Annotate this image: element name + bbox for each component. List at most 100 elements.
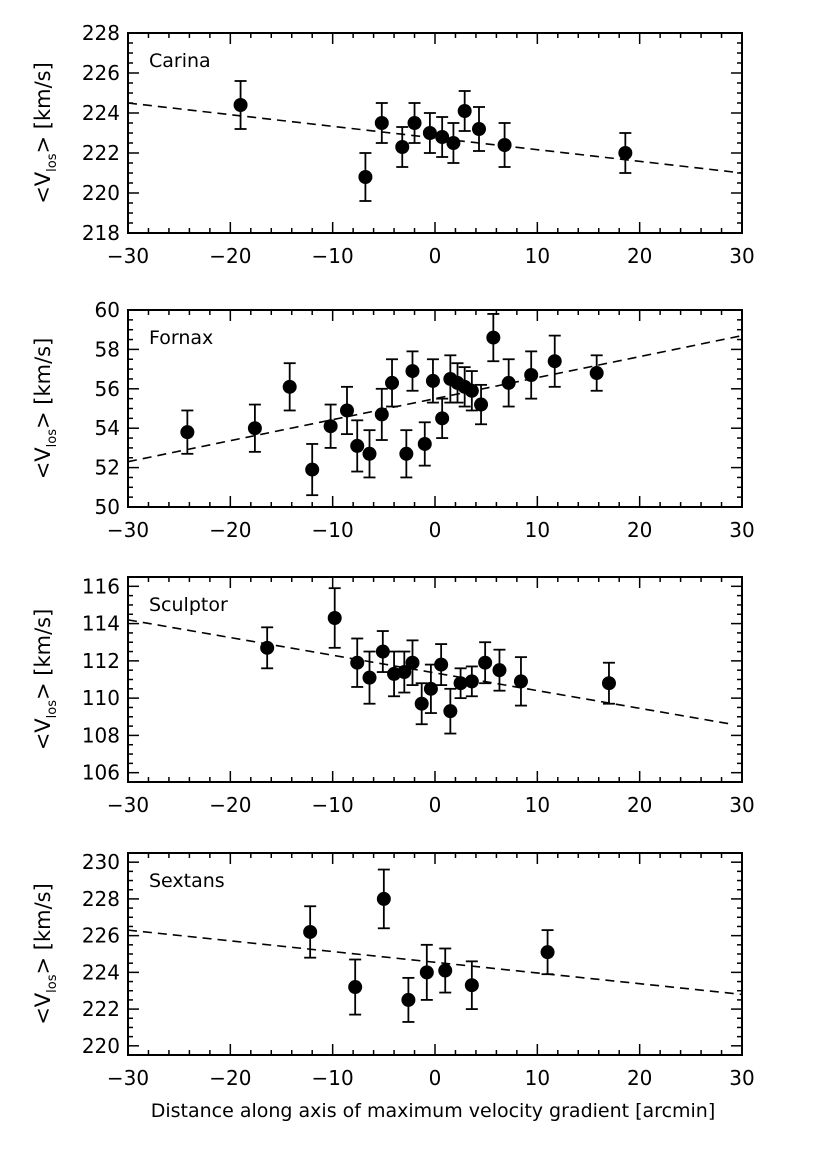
data-point — [547, 354, 562, 369]
data-point — [464, 978, 479, 993]
x-tick-label: 20 — [627, 1066, 652, 1090]
data-point — [434, 657, 449, 672]
y-tick-label: 224 — [82, 960, 120, 984]
data-point — [435, 130, 450, 144]
data-point — [438, 963, 453, 978]
x-tick-label: −30 — [107, 244, 149, 268]
x-tick-label: 10 — [525, 1066, 550, 1090]
x-tick-label: −20 — [209, 244, 251, 268]
y-tick-label: 220 — [82, 1034, 120, 1058]
data-point — [323, 419, 338, 434]
data-point — [350, 655, 365, 670]
data-point — [414, 696, 429, 711]
data-point — [397, 665, 412, 680]
y-tick-label: 224 — [82, 101, 120, 125]
y-tick-label: 218 — [82, 221, 120, 245]
data-point — [405, 364, 420, 379]
data-point — [492, 663, 507, 678]
data-point — [247, 421, 262, 436]
chart-panel-sextans: −30 −20 −10 0 10 20 30 220 222 224 226 228 230 Sextan… — [31, 850, 755, 1090]
x-tick-label: 20 — [627, 793, 652, 817]
data-point — [405, 655, 420, 670]
x-tick-label: 10 — [525, 793, 550, 817]
data-point — [443, 704, 458, 719]
data-point — [417, 436, 432, 451]
y-tick-label: 54 — [95, 416, 120, 440]
x-tick-label: −10 — [312, 518, 354, 542]
x-tick-label: 10 — [525, 244, 550, 268]
data-point — [422, 126, 437, 140]
data-point — [358, 170, 373, 184]
x-tick-label: 30 — [729, 518, 754, 542]
data-point — [446, 136, 461, 150]
data-point — [524, 368, 539, 383]
y-tick-label: 226 — [82, 61, 120, 85]
data-point — [497, 138, 512, 152]
y-tick-label: 116 — [82, 574, 120, 598]
panel-label-sculptor: Sculptor — [149, 594, 228, 616]
chart-panel-fornax: −30 −20 −10 0 10 20 30 50 52 54 56 58 60 Fornax <Vlos>… — [31, 298, 755, 542]
y-tick-label: 222 — [82, 141, 120, 165]
fit-line — [127, 102, 743, 174]
data-point — [374, 116, 389, 130]
y-axis-title: <Vlos> [km/s] — [31, 609, 60, 751]
data-point — [435, 411, 450, 426]
data-point — [457, 104, 472, 118]
data-point — [399, 446, 414, 461]
x-tick-label: −20 — [209, 793, 251, 817]
panel-label-sextans: Sextans — [149, 870, 225, 892]
data-point — [260, 640, 275, 655]
data-point — [486, 330, 501, 345]
y-tick-label: 110 — [82, 686, 120, 710]
data-point — [419, 965, 434, 980]
fit-line — [127, 334, 743, 463]
data-point — [423, 681, 438, 696]
data-point — [375, 644, 390, 659]
y-tick-label: 60 — [95, 298, 120, 322]
y-tick-label: 108 — [82, 723, 120, 747]
y-tick-label: 50 — [95, 495, 120, 519]
x-tick-label: −30 — [107, 1066, 149, 1090]
x-tick-label: 0 — [429, 1066, 442, 1090]
y-tick-label: 230 — [82, 850, 120, 874]
data-point — [376, 891, 391, 906]
x-tick-label: −10 — [312, 1066, 354, 1090]
x-tick-label: 0 — [429, 244, 442, 268]
x-tick-label: 0 — [429, 518, 442, 542]
y-tick-label: 112 — [82, 649, 120, 673]
data-point — [425, 373, 440, 388]
data-point — [350, 438, 365, 453]
data-point — [501, 375, 516, 390]
data-point — [374, 407, 389, 422]
plot-frame — [127, 309, 743, 508]
y-tick-label: 52 — [95, 456, 120, 480]
y-tick-label: 56 — [95, 377, 120, 401]
data-point — [395, 140, 410, 154]
data-point — [339, 403, 354, 418]
data-point — [618, 146, 633, 160]
data-point — [348, 980, 363, 995]
y-tick-label: 58 — [95, 337, 120, 361]
y-tick-label: 228 — [82, 887, 120, 911]
x-tick-label: 20 — [627, 244, 652, 268]
x-tick-label: 0 — [429, 793, 442, 817]
data-point — [305, 462, 320, 477]
x-axis-title: Distance along axis of maximum velocity … — [151, 1100, 716, 1122]
data-point — [401, 992, 416, 1007]
data-point — [362, 670, 377, 685]
y-tick-label: 106 — [82, 761, 120, 785]
data-point — [303, 924, 318, 939]
y-axis-title: <Vlos> [km/s] — [31, 338, 60, 480]
data-point — [282, 379, 297, 394]
y-axis-title: <Vlos> [km/s] — [31, 62, 60, 204]
data-point — [362, 446, 377, 461]
y-tick-label: 114 — [82, 612, 120, 636]
data-point — [180, 425, 195, 440]
data-point — [513, 674, 528, 689]
data-point — [385, 375, 400, 390]
data-point — [233, 98, 248, 112]
y-tick-label: 226 — [82, 924, 120, 948]
x-tick-label: 30 — [729, 1066, 754, 1090]
x-tick-label: −20 — [209, 1066, 251, 1090]
